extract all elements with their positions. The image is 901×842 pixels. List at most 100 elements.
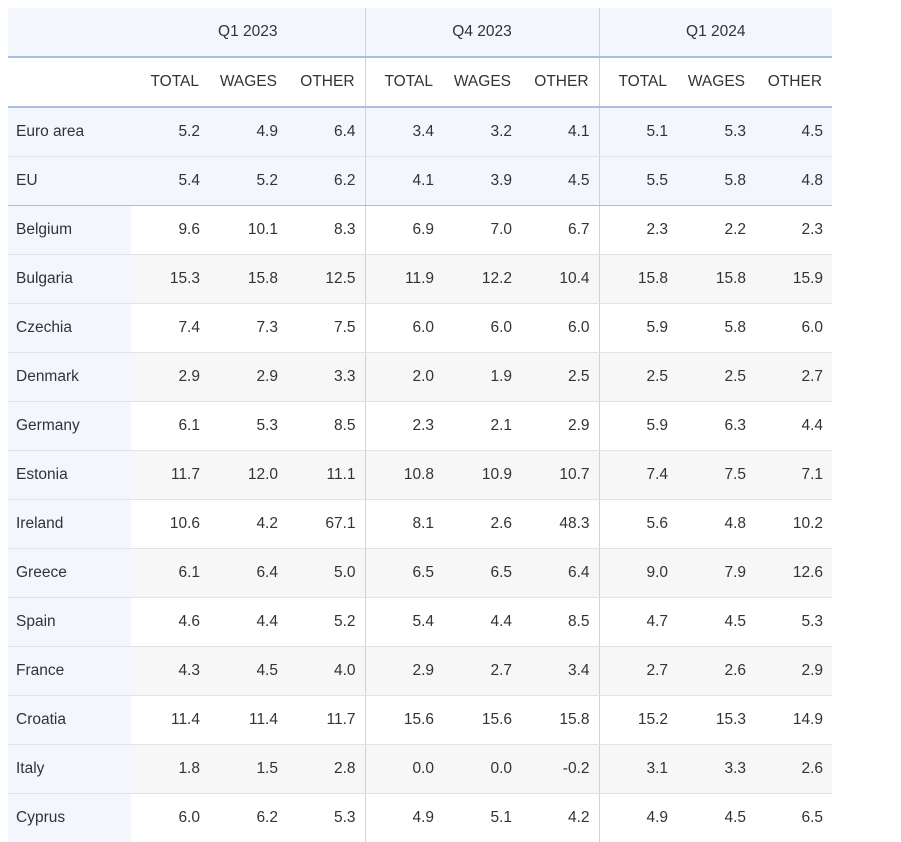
value-cell: 4.8 [755, 156, 833, 206]
value-cell: 3.3 [677, 744, 756, 794]
value-cell: 2.0 [364, 352, 444, 402]
value-cell: 8.5 [287, 401, 366, 451]
value-cell: 12.0 [209, 450, 287, 500]
value-cell: 10.8 [364, 450, 444, 500]
value-cell: 4.1 [521, 107, 600, 157]
value-cell: 7.9 [677, 548, 756, 598]
value-cell: 2.9 [755, 646, 833, 696]
table-row: Ireland 10.6 4.2 67.1 8.1 2.6 48.3 5.6 4.8 10.2 [8, 499, 833, 549]
value-cell: 3.3 [287, 352, 366, 402]
value-cell: 2.9 [209, 352, 287, 402]
value-cell: 11.4 [209, 695, 287, 745]
value-cell: 10.7 [521, 450, 600, 500]
value-cell: 14.9 [755, 695, 833, 745]
value-cell: 6.0 [443, 303, 522, 353]
value-cell: 6.7 [521, 205, 600, 255]
value-cell: 10.9 [443, 450, 522, 500]
value-cell: 11.7 [131, 450, 209, 500]
value-cell: 4.9 [209, 107, 287, 157]
value-cell: 2.7 [598, 646, 678, 696]
value-cell: 4.0 [287, 646, 366, 696]
value-cell: 4.1 [364, 156, 444, 206]
value-cell: 2.9 [131, 352, 209, 402]
value-cell: 2.2 [677, 205, 756, 255]
table-row: Greece 6.1 6.4 5.0 6.5 6.5 6.4 9.0 7.9 12.6 [8, 548, 833, 598]
value-cell: 11.4 [131, 695, 209, 745]
value-cell: 4.5 [677, 793, 756, 842]
country-cell: Czechia [8, 303, 131, 353]
value-cell: 6.4 [521, 548, 600, 598]
value-cell: 0.0 [364, 744, 444, 794]
value-cell: 2.6 [443, 499, 522, 549]
value-cell: 5.5 [598, 156, 678, 206]
table-row: Germany 6.1 5.3 8.5 2.3 2.1 2.9 5.9 6.3 4.4 [8, 401, 833, 451]
value-cell: 2.1 [443, 401, 522, 451]
table-row: EU 5.4 5.2 6.2 4.1 3.9 4.5 5.5 5.8 4.8 [8, 156, 833, 206]
value-cell: 2.9 [521, 401, 600, 451]
value-cell: 2.3 [364, 401, 444, 451]
country-cell: Greece [8, 548, 131, 598]
value-cell: 2.8 [287, 744, 366, 794]
value-cell: 4.4 [209, 597, 287, 647]
country-cell: Germany [8, 401, 131, 451]
country-cell: Euro area [8, 107, 131, 157]
labour-cost-table: Q1 2023 Q4 2023 Q1 2024 TOTAL WAGES OTHE… [8, 8, 833, 842]
group-header: Q1 2023 [131, 8, 366, 58]
table-row: Belgium 9.6 10.1 8.3 6.9 7.0 6.7 2.3 2.2 2.3 [8, 205, 833, 255]
value-cell: 4.5 [755, 107, 833, 157]
value-cell: 4.5 [209, 646, 287, 696]
value-cell: 15.6 [364, 695, 444, 745]
value-cell: 6.5 [755, 793, 833, 842]
corner-cell [8, 57, 131, 108]
value-cell: 5.8 [677, 156, 756, 206]
value-cell: 2.3 [598, 205, 678, 255]
value-cell: 8.1 [364, 499, 444, 549]
table-row: France 4.3 4.5 4.0 2.9 2.7 3.4 2.7 2.6 2.9 [8, 646, 833, 696]
value-cell: 4.9 [598, 793, 678, 842]
country-cell: Bulgaria [8, 254, 131, 304]
value-cell: 6.5 [364, 548, 444, 598]
value-cell: 12.2 [443, 254, 522, 304]
value-cell: 11.1 [287, 450, 366, 500]
country-cell: Denmark [8, 352, 131, 402]
column-header: TOTAL [364, 57, 444, 108]
value-cell: 15.8 [677, 254, 756, 304]
value-cell: 5.9 [598, 401, 678, 451]
value-cell: 4.4 [755, 401, 833, 451]
country-cell: Cyprus [8, 793, 131, 842]
value-cell: 6.1 [131, 401, 209, 451]
value-cell: 4.3 [131, 646, 209, 696]
corner-cell [8, 8, 131, 58]
table-row: Denmark 2.9 2.9 3.3 2.0 1.9 2.5 2.5 2.5 2.7 [8, 352, 833, 402]
value-cell: 5.3 [287, 793, 366, 842]
value-cell: 4.2 [209, 499, 287, 549]
country-cell: Estonia [8, 450, 131, 500]
value-cell: 7.1 [755, 450, 833, 500]
table-body: Euro area 5.2 4.9 6.4 3.4 3.2 4.1 5.1 5.3 4.5 EU 5.… [8, 107, 833, 842]
value-cell: 15.3 [131, 254, 209, 304]
value-cell: 5.3 [755, 597, 833, 647]
value-cell: 6.0 [364, 303, 444, 353]
value-cell: 5.2 [209, 156, 287, 206]
table-row: Cyprus 6.0 6.2 5.3 4.9 5.1 4.2 4.9 4.5 6.5 [8, 793, 833, 842]
value-cell: 5.0 [287, 548, 366, 598]
value-cell: 4.9 [364, 793, 444, 842]
column-header-row: TOTAL WAGES OTHER TOTAL WAGES OTHER TOTA… [8, 57, 833, 108]
value-cell: 15.8 [521, 695, 600, 745]
value-cell: 6.5 [443, 548, 522, 598]
group-header: Q1 2024 [598, 8, 833, 58]
value-cell: 2.6 [677, 646, 756, 696]
table-row: Estonia 11.7 12.0 11.1 10.8 10.9 10.7 7.4 7.5 7.1 [8, 450, 833, 500]
value-cell: 3.4 [521, 646, 600, 696]
value-cell: 3.4 [364, 107, 444, 157]
value-cell: 4.5 [677, 597, 756, 647]
column-header: WAGES [677, 57, 756, 108]
value-cell: 9.6 [131, 205, 209, 255]
value-cell: 5.4 [364, 597, 444, 647]
value-cell: 4.2 [521, 793, 600, 842]
value-cell: 1.5 [209, 744, 287, 794]
value-cell: 5.1 [443, 793, 522, 842]
value-cell: -0.2 [521, 744, 600, 794]
value-cell: 5.8 [677, 303, 756, 353]
value-cell: 15.8 [598, 254, 678, 304]
